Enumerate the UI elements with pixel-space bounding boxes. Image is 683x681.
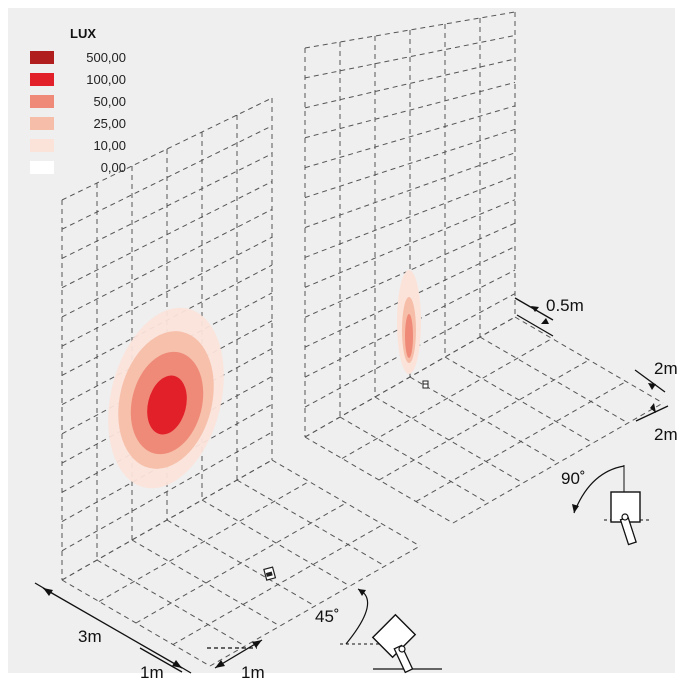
grid-line <box>304 222 516 318</box>
right-floor-fixture-icon <box>422 380 429 389</box>
grid-line <box>304 199 516 288</box>
grid-line <box>304 81 516 139</box>
grid-line <box>415 381 627 502</box>
dim-1m-label: 1m <box>140 663 164 681</box>
grid-line <box>304 175 516 258</box>
grid-line <box>271 459 421 547</box>
legend-swatch <box>30 138 54 152</box>
legend-swatch <box>30 94 54 108</box>
grid-line <box>135 502 347 624</box>
grid-line <box>61 181 273 289</box>
grid-line <box>304 152 516 229</box>
grid-line <box>61 153 273 259</box>
tilt-45-fixture-icon <box>340 588 442 674</box>
left-floor-grid <box>61 459 421 667</box>
grid-line <box>61 97 273 201</box>
grid-line <box>209 545 421 667</box>
legend-swatch <box>30 50 54 64</box>
legend-value: 10,00 <box>93 137 126 153</box>
dim-2m-b-label: 2m <box>654 425 678 444</box>
grid-line <box>304 105 516 169</box>
grid-line <box>304 128 516 199</box>
left-floor-fixture-icon <box>263 566 277 581</box>
lux-legend: LUX 500,00 100,00 50,00 25,00 10,00 0,00 <box>30 26 126 178</box>
grid-line <box>304 316 516 438</box>
left-light-spot <box>108 307 224 489</box>
legend-value: 50,00 <box>93 93 126 109</box>
legend-item: 50,00 <box>30 90 126 112</box>
right-floor-grid <box>304 316 664 524</box>
legend-item: 25,00 <box>30 112 126 134</box>
tilt-45-label: 45˚ <box>315 607 340 626</box>
legend-value: 100,00 <box>86 71 126 87</box>
legend-title: LUX <box>70 26 96 41</box>
grid-line <box>172 524 384 645</box>
legend-value: 500,00 <box>86 49 126 65</box>
legend-swatch <box>30 116 54 130</box>
dim-0-5m-label: 0.5m <box>546 296 584 315</box>
legend-swatch <box>30 72 54 86</box>
grid-line <box>61 236 273 347</box>
dim-2m-a-label: 2m <box>654 359 678 378</box>
grid-line <box>201 499 351 587</box>
left-dimension-arrows <box>43 588 262 668</box>
legend-rows: 500,00 100,00 50,00 25,00 10,00 0,00 <box>30 46 126 178</box>
grid-line <box>98 481 310 602</box>
legend-item: 500,00 <box>30 46 126 68</box>
legend-item: 10,00 <box>30 134 126 156</box>
grid-line <box>61 459 273 581</box>
grid-line <box>341 338 553 459</box>
legend-value: 0,00 <box>100 159 126 175</box>
grid-line <box>131 539 281 627</box>
grid-line <box>61 431 273 552</box>
grid-line <box>61 125 273 230</box>
legend-item: 100,00 <box>30 68 126 90</box>
dim-3m-label: 3m <box>78 627 102 646</box>
dim-1m-offset-label: 1m <box>241 663 265 681</box>
grid-line <box>444 356 594 444</box>
grid-line <box>374 396 524 484</box>
grid-line <box>304 246 516 348</box>
tilt-90-label: 90˚ <box>561 469 586 488</box>
right-light-spot <box>397 270 421 374</box>
legend-item: 0,00 <box>30 156 126 178</box>
grid-line <box>378 359 590 481</box>
tilt-90-fixture-icon <box>572 465 650 546</box>
diagram-background <box>8 8 675 673</box>
legend-swatch <box>30 160 54 174</box>
grid-line <box>61 208 273 318</box>
right-dimension-arrows <box>531 306 656 413</box>
grid-line <box>514 316 664 404</box>
grid-line <box>452 402 664 524</box>
legend-value: 25,00 <box>93 115 126 131</box>
